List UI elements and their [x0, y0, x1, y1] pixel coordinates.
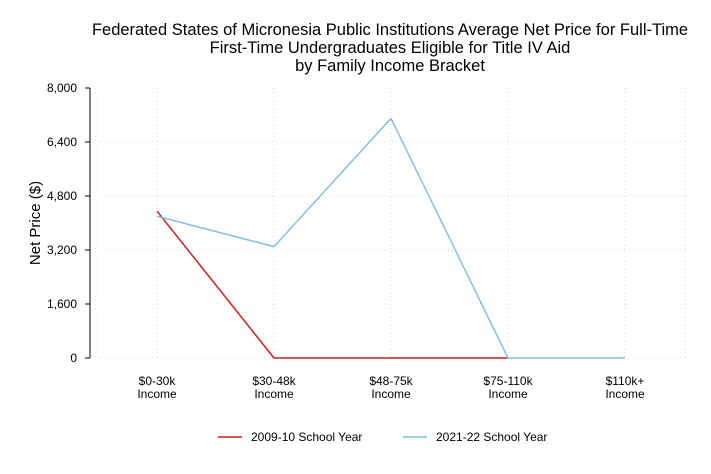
x-tick-label: $110k+ Income [605, 374, 645, 401]
x-tick-label: $30-48k Income [252, 374, 296, 401]
chart-title: Federated States of Micronesia Public In… [92, 21, 688, 75]
chart-title-line-1: Federated States of Micronesia Public In… [92, 21, 688, 39]
x-axis: $0-30k Income $30-48k Income $48-75k Income $7… [137, 374, 645, 401]
legend-label-1: 2009-10 School Year [251, 430, 362, 444]
y-axis: 0 1,600 3,200 4,800 6,400 8,000 [47, 81, 91, 365]
series-line-2 [156, 117, 625, 359]
y-tick-label: 6,400 [47, 135, 77, 149]
series [156, 117, 625, 359]
chart-title-line-3: by Family Income Bracket [295, 57, 485, 75]
x-tick-label: $75-110k Income [483, 374, 533, 401]
x-tick-label: $0-30k Income [137, 374, 177, 401]
y-tick-label: 1,600 [47, 297, 77, 311]
y-tick-label: 8,000 [47, 81, 77, 95]
series-line-1 [156, 210, 508, 359]
y-tick-label: 3,200 [47, 243, 77, 257]
chart-title-line-2: First-Time Undergraduates Eligible for T… [210, 39, 571, 57]
legend-label-2: 2021-22 School Year [436, 430, 547, 444]
y-tick-label: 4,800 [47, 189, 77, 203]
y-tick-label: 0 [70, 351, 77, 365]
y-axis-label: Net Price ($) [27, 181, 44, 265]
legend: 2009-10 School Year 2021-22 School Year [218, 430, 547, 444]
x-tick-label: $48-75k Income [369, 374, 413, 401]
